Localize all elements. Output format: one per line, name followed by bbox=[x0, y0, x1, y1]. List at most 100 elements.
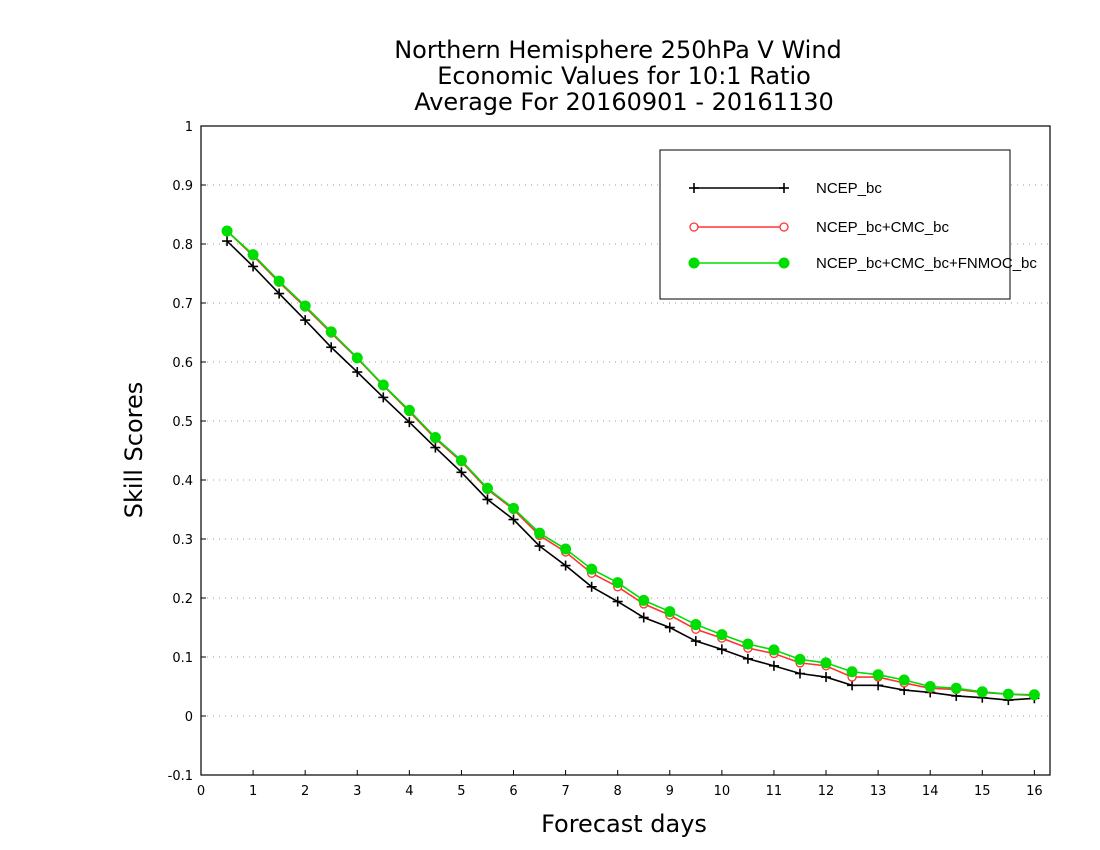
series-1-point bbox=[873, 680, 884, 691]
legend-marker bbox=[778, 257, 790, 269]
x-tick-label: 2 bbox=[301, 784, 309, 799]
x-tick-label: 0 bbox=[197, 784, 205, 799]
series-1-point bbox=[404, 417, 415, 428]
series-3-point bbox=[560, 543, 572, 555]
series-1-point bbox=[638, 612, 649, 623]
y-tick-label: 1 bbox=[185, 120, 193, 135]
x-tick-label: 12 bbox=[818, 784, 835, 799]
series-3-point bbox=[612, 577, 624, 589]
series-1-point bbox=[716, 644, 727, 655]
series-3-point bbox=[299, 300, 311, 312]
series-2-line bbox=[226, 230, 1035, 697]
series-3-point bbox=[481, 482, 493, 494]
series-1-markers bbox=[222, 236, 1040, 706]
legend-marker bbox=[689, 183, 699, 193]
legend-entry: NCEP_bc+CMC_bc bbox=[689, 219, 949, 236]
series-1-point bbox=[768, 660, 779, 671]
x-tick-label: 15 bbox=[974, 784, 991, 799]
legend-entry: NCEP_bc+CMC_bc+FNMOC_bc bbox=[688, 255, 1037, 272]
series-3-point bbox=[325, 326, 337, 338]
plot-frame bbox=[200, 125, 1051, 776]
y-tick-label: 0.7 bbox=[172, 297, 193, 312]
series-3-point bbox=[846, 666, 858, 678]
x-tick-label: 7 bbox=[561, 784, 569, 799]
x-tick-label: 10 bbox=[714, 784, 731, 799]
series-1-point bbox=[508, 514, 519, 525]
legend-marker bbox=[689, 222, 699, 232]
series-1-point bbox=[847, 680, 858, 691]
y-tick-label: 0.4 bbox=[172, 474, 193, 489]
series-1-point bbox=[821, 672, 832, 683]
series-1-point bbox=[352, 367, 363, 378]
series-3-point bbox=[690, 619, 702, 631]
x-tick-label: 9 bbox=[666, 784, 674, 799]
legend-label: NCEP_bc+CMC_bc+FNMOC_bc bbox=[816, 255, 1037, 272]
y-tick-label: 0.5 bbox=[172, 415, 193, 430]
x-tick-label: 8 bbox=[614, 784, 622, 799]
y-tick-label: 0.1 bbox=[172, 651, 193, 666]
series-3-point bbox=[898, 674, 910, 686]
legend-marker bbox=[779, 222, 789, 232]
series-1-point bbox=[482, 494, 493, 505]
series-3-point bbox=[273, 275, 285, 287]
series-1-point bbox=[456, 467, 467, 478]
legend-label: NCEP_bc+CMC_bc bbox=[816, 219, 949, 236]
legend-box bbox=[659, 149, 1011, 300]
x-axis-label: Forecast days bbox=[541, 810, 707, 838]
x-tick-label: 13 bbox=[870, 784, 887, 799]
series-1-point bbox=[248, 261, 259, 272]
series-3-point bbox=[377, 379, 389, 391]
legend: NCEP_bc NCEP_bc+CMC_bc NCEP_bc+CMC_bc+FNMO… bbox=[659, 149, 1037, 300]
series-1-point bbox=[690, 636, 701, 647]
series-layer bbox=[221, 225, 1040, 706]
x-tick-label: 5 bbox=[457, 784, 465, 799]
y-tick-label: 0 bbox=[185, 710, 193, 725]
x-tick-label: 16 bbox=[1026, 784, 1043, 799]
series-3-point bbox=[534, 527, 546, 539]
y-tick-label: -0.1 bbox=[168, 769, 193, 784]
series-3-point bbox=[403, 404, 415, 416]
title-line-2: Economic Values for 10:1 Ratio bbox=[437, 62, 811, 90]
series-1-point bbox=[378, 392, 389, 403]
series-3-point bbox=[716, 629, 728, 641]
series-3-point bbox=[664, 606, 676, 618]
series-1-point bbox=[274, 288, 285, 299]
y-tick-label: 0.6 bbox=[172, 356, 193, 371]
x-tick-label: 6 bbox=[509, 784, 517, 799]
series-1-point bbox=[586, 581, 597, 592]
series-3-point bbox=[872, 669, 884, 681]
series-1-point bbox=[560, 560, 571, 571]
x-tick-label: 11 bbox=[766, 784, 783, 799]
y-tick-label: 0.3 bbox=[172, 533, 193, 548]
title-line-3: Average For 20160901 - 20161130 bbox=[414, 88, 834, 116]
series-3-point bbox=[638, 594, 650, 606]
series-3-point bbox=[820, 657, 832, 669]
x-tick-label: 14 bbox=[922, 784, 939, 799]
x-tick-label: 4 bbox=[405, 784, 413, 799]
chart-title: Northern Hemisphere 250hPa V Wind Econom… bbox=[394, 36, 842, 116]
series-3-markers bbox=[221, 225, 1040, 701]
series-1-point bbox=[612, 596, 623, 607]
series-3-point bbox=[508, 502, 520, 514]
y-tick-label: 0.9 bbox=[172, 179, 193, 194]
legend-marker bbox=[688, 257, 700, 269]
series-1-point bbox=[534, 541, 545, 552]
series-3-point bbox=[976, 686, 988, 698]
legend-label: NCEP_bc bbox=[816, 180, 882, 197]
y-axis-label: Skill Scores bbox=[120, 382, 148, 519]
x-axis: 0 1 2 3 4 5 6 7 8 9 10 11 12 13 14 15 16 bbox=[197, 770, 1043, 799]
y-tick-label: 0.2 bbox=[172, 592, 193, 607]
series-1-point bbox=[430, 442, 441, 453]
series-3-point bbox=[924, 681, 936, 692]
series-1-point bbox=[742, 653, 753, 664]
x-tick-label: 1 bbox=[249, 784, 257, 799]
legend-entry: NCEP_bc bbox=[689, 180, 882, 197]
series-3-point bbox=[768, 644, 780, 656]
series-1-point bbox=[222, 236, 233, 247]
legend-marker bbox=[779, 183, 789, 193]
x-tick-label: 3 bbox=[353, 784, 361, 799]
series-1-point bbox=[664, 622, 675, 633]
series-1-point bbox=[326, 342, 337, 353]
series-3-point bbox=[950, 682, 962, 694]
